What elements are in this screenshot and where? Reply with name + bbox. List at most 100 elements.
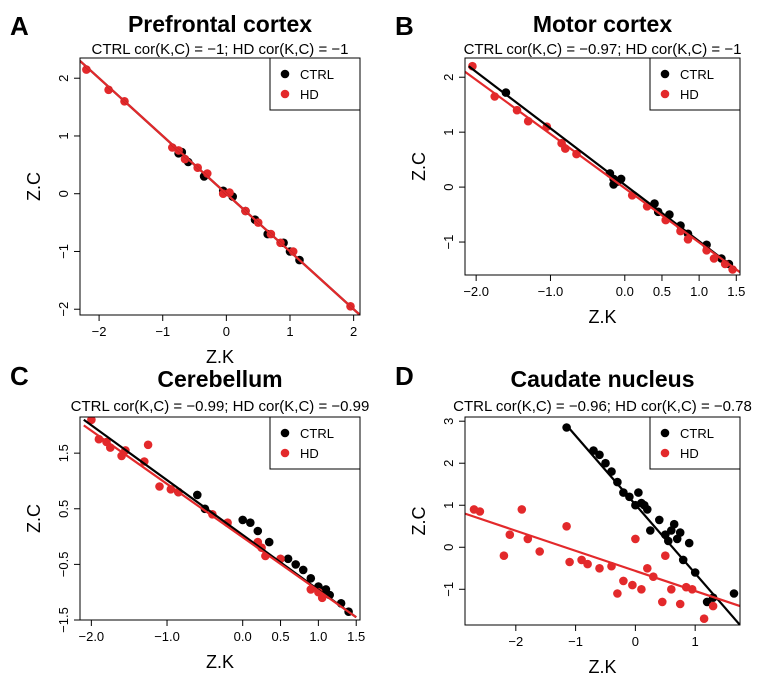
point-hd-12 bbox=[619, 576, 628, 586]
legend-box bbox=[649, 416, 741, 470]
panel-title: Caudate nucleus bbox=[510, 366, 694, 392]
point-ctrl-8 bbox=[298, 565, 308, 575]
plot-area bbox=[80, 60, 360, 315]
y-tick-label: 0 bbox=[441, 544, 456, 551]
fit-line-hd bbox=[465, 512, 740, 608]
legend-marker-ctrl bbox=[280, 428, 290, 438]
x-tick-label: 1 bbox=[286, 324, 293, 339]
point-ctrl-5 bbox=[264, 537, 274, 547]
panel-subtitle: CTRL cor(K,C) = −1; HD cor(K,C) = −1 bbox=[91, 41, 348, 58]
x-axis-title: Z.K bbox=[206, 652, 234, 672]
point-hd-4 bbox=[523, 534, 533, 544]
panel-letter: B bbox=[395, 11, 414, 41]
y-tick-label: −2 bbox=[56, 302, 71, 317]
point-ctrl-6 bbox=[283, 554, 293, 564]
legend-label-hd: HD bbox=[300, 87, 319, 102]
x-tick-label: 0 bbox=[223, 324, 230, 339]
x-tick-label: 0.5 bbox=[653, 284, 671, 299]
y-tick-label: 2 bbox=[441, 74, 456, 81]
point-ctrl-12 bbox=[655, 515, 664, 525]
legend-box bbox=[269, 416, 361, 470]
panel-letter: A bbox=[10, 11, 29, 41]
legend-marker-hd bbox=[660, 448, 670, 458]
x-tick-label: 0.5 bbox=[272, 629, 290, 644]
point-ctrl-0 bbox=[562, 423, 571, 432]
y-tick-label: 1 bbox=[441, 502, 456, 509]
point-ctrl-8 bbox=[634, 488, 643, 497]
y-axis-title: Z.C bbox=[409, 152, 429, 181]
y-tick-label: 0 bbox=[56, 190, 71, 197]
fit-line-hd bbox=[465, 70, 740, 274]
x-tick-label: 2 bbox=[350, 324, 357, 339]
point-hd-7 bbox=[565, 557, 574, 567]
y-tick-label: 0 bbox=[441, 183, 456, 190]
y-tick-label: −1 bbox=[441, 582, 456, 597]
legend: CTRL HD bbox=[649, 57, 741, 111]
panel-letter: C bbox=[10, 361, 29, 391]
plot-frame bbox=[464, 57, 741, 276]
point-hd-1 bbox=[475, 507, 485, 516]
point-hd-9 bbox=[583, 559, 592, 569]
legend-marker-hd bbox=[280, 89, 290, 99]
point-hd-13 bbox=[628, 580, 637, 590]
point-hd-6 bbox=[140, 457, 149, 466]
legend-label-hd: HD bbox=[300, 446, 319, 461]
point-hd-8 bbox=[155, 482, 164, 491]
legend-label-ctrl: CTRL bbox=[300, 426, 334, 441]
plot-frame bbox=[79, 57, 361, 316]
x-tick-label: 0.0 bbox=[234, 629, 252, 644]
x-axis-title: Z.K bbox=[588, 307, 616, 327]
panel-title: Cerebellum bbox=[157, 366, 282, 392]
point-ctrl-0 bbox=[193, 490, 202, 500]
legend: CTRL HD bbox=[269, 416, 361, 470]
point-ctrl-11 bbox=[646, 526, 655, 535]
x-tick-label: 0 bbox=[632, 634, 639, 649]
x-tick-label: 1.0 bbox=[309, 629, 327, 644]
y-tick-label: 1.5 bbox=[56, 444, 71, 462]
plot-area bbox=[465, 61, 740, 274]
y-axis-title: Z.C bbox=[24, 504, 44, 533]
panel-subtitle: CTRL cor(K,C) = −0.99; HD cor(K,C) = −0.… bbox=[71, 398, 370, 415]
point-hd-17 bbox=[658, 597, 667, 607]
legend-label-hd: HD bbox=[680, 446, 699, 461]
point-ctrl-24 bbox=[729, 589, 739, 598]
legend: CTRL HD bbox=[269, 57, 361, 111]
point-ctrl-22 bbox=[702, 597, 712, 607]
y-tick-label: −1 bbox=[56, 244, 71, 259]
panel-subtitle: CTRL cor(K,C) = −0.97; HD cor(K,C) = −1 bbox=[464, 41, 742, 58]
point-hd-3 bbox=[517, 505, 527, 514]
point-hd-6 bbox=[562, 522, 571, 531]
y-axis-title: Z.C bbox=[409, 507, 429, 536]
legend-label-hd: HD bbox=[680, 87, 699, 102]
point-ctrl-9 bbox=[306, 574, 316, 583]
legend-marker-ctrl bbox=[660, 69, 670, 79]
point-hd-0 bbox=[87, 417, 96, 425]
point-hd-5 bbox=[535, 547, 544, 556]
point-hd-24 bbox=[613, 589, 622, 598]
x-tick-label: 1 bbox=[692, 634, 699, 649]
x-tick-label: 0.0 bbox=[616, 284, 634, 299]
fit-line-ctrl bbox=[468, 65, 737, 271]
legend-label-ctrl: CTRL bbox=[300, 67, 334, 82]
plot-frame bbox=[464, 416, 741, 626]
x-tick-label: −1 bbox=[155, 324, 170, 339]
point-ctrl-18 bbox=[675, 528, 685, 537]
x-tick-label: 1.5 bbox=[347, 629, 365, 644]
x-axis-title: Z.K bbox=[588, 657, 616, 677]
y-tick-label: −0.5 bbox=[56, 552, 71, 578]
x-tick-label: −2 bbox=[508, 634, 523, 649]
point-hd-18 bbox=[667, 585, 676, 594]
plot-area bbox=[465, 423, 740, 625]
point-hd-25 bbox=[661, 551, 670, 560]
x-tick-label: −2.0 bbox=[463, 284, 489, 299]
point-hd-23 bbox=[708, 601, 718, 611]
y-tick-label: 2 bbox=[441, 460, 456, 467]
legend-marker-ctrl bbox=[280, 69, 290, 79]
x-axis-title: Z.K bbox=[206, 347, 234, 367]
y-tick-label: 0.5 bbox=[56, 500, 71, 518]
x-tick-label: −2 bbox=[92, 324, 107, 339]
y-tick-label: 3 bbox=[441, 418, 456, 425]
legend-box bbox=[269, 57, 361, 111]
point-hd-14 bbox=[637, 585, 646, 594]
panel-title: Motor cortex bbox=[533, 11, 673, 37]
